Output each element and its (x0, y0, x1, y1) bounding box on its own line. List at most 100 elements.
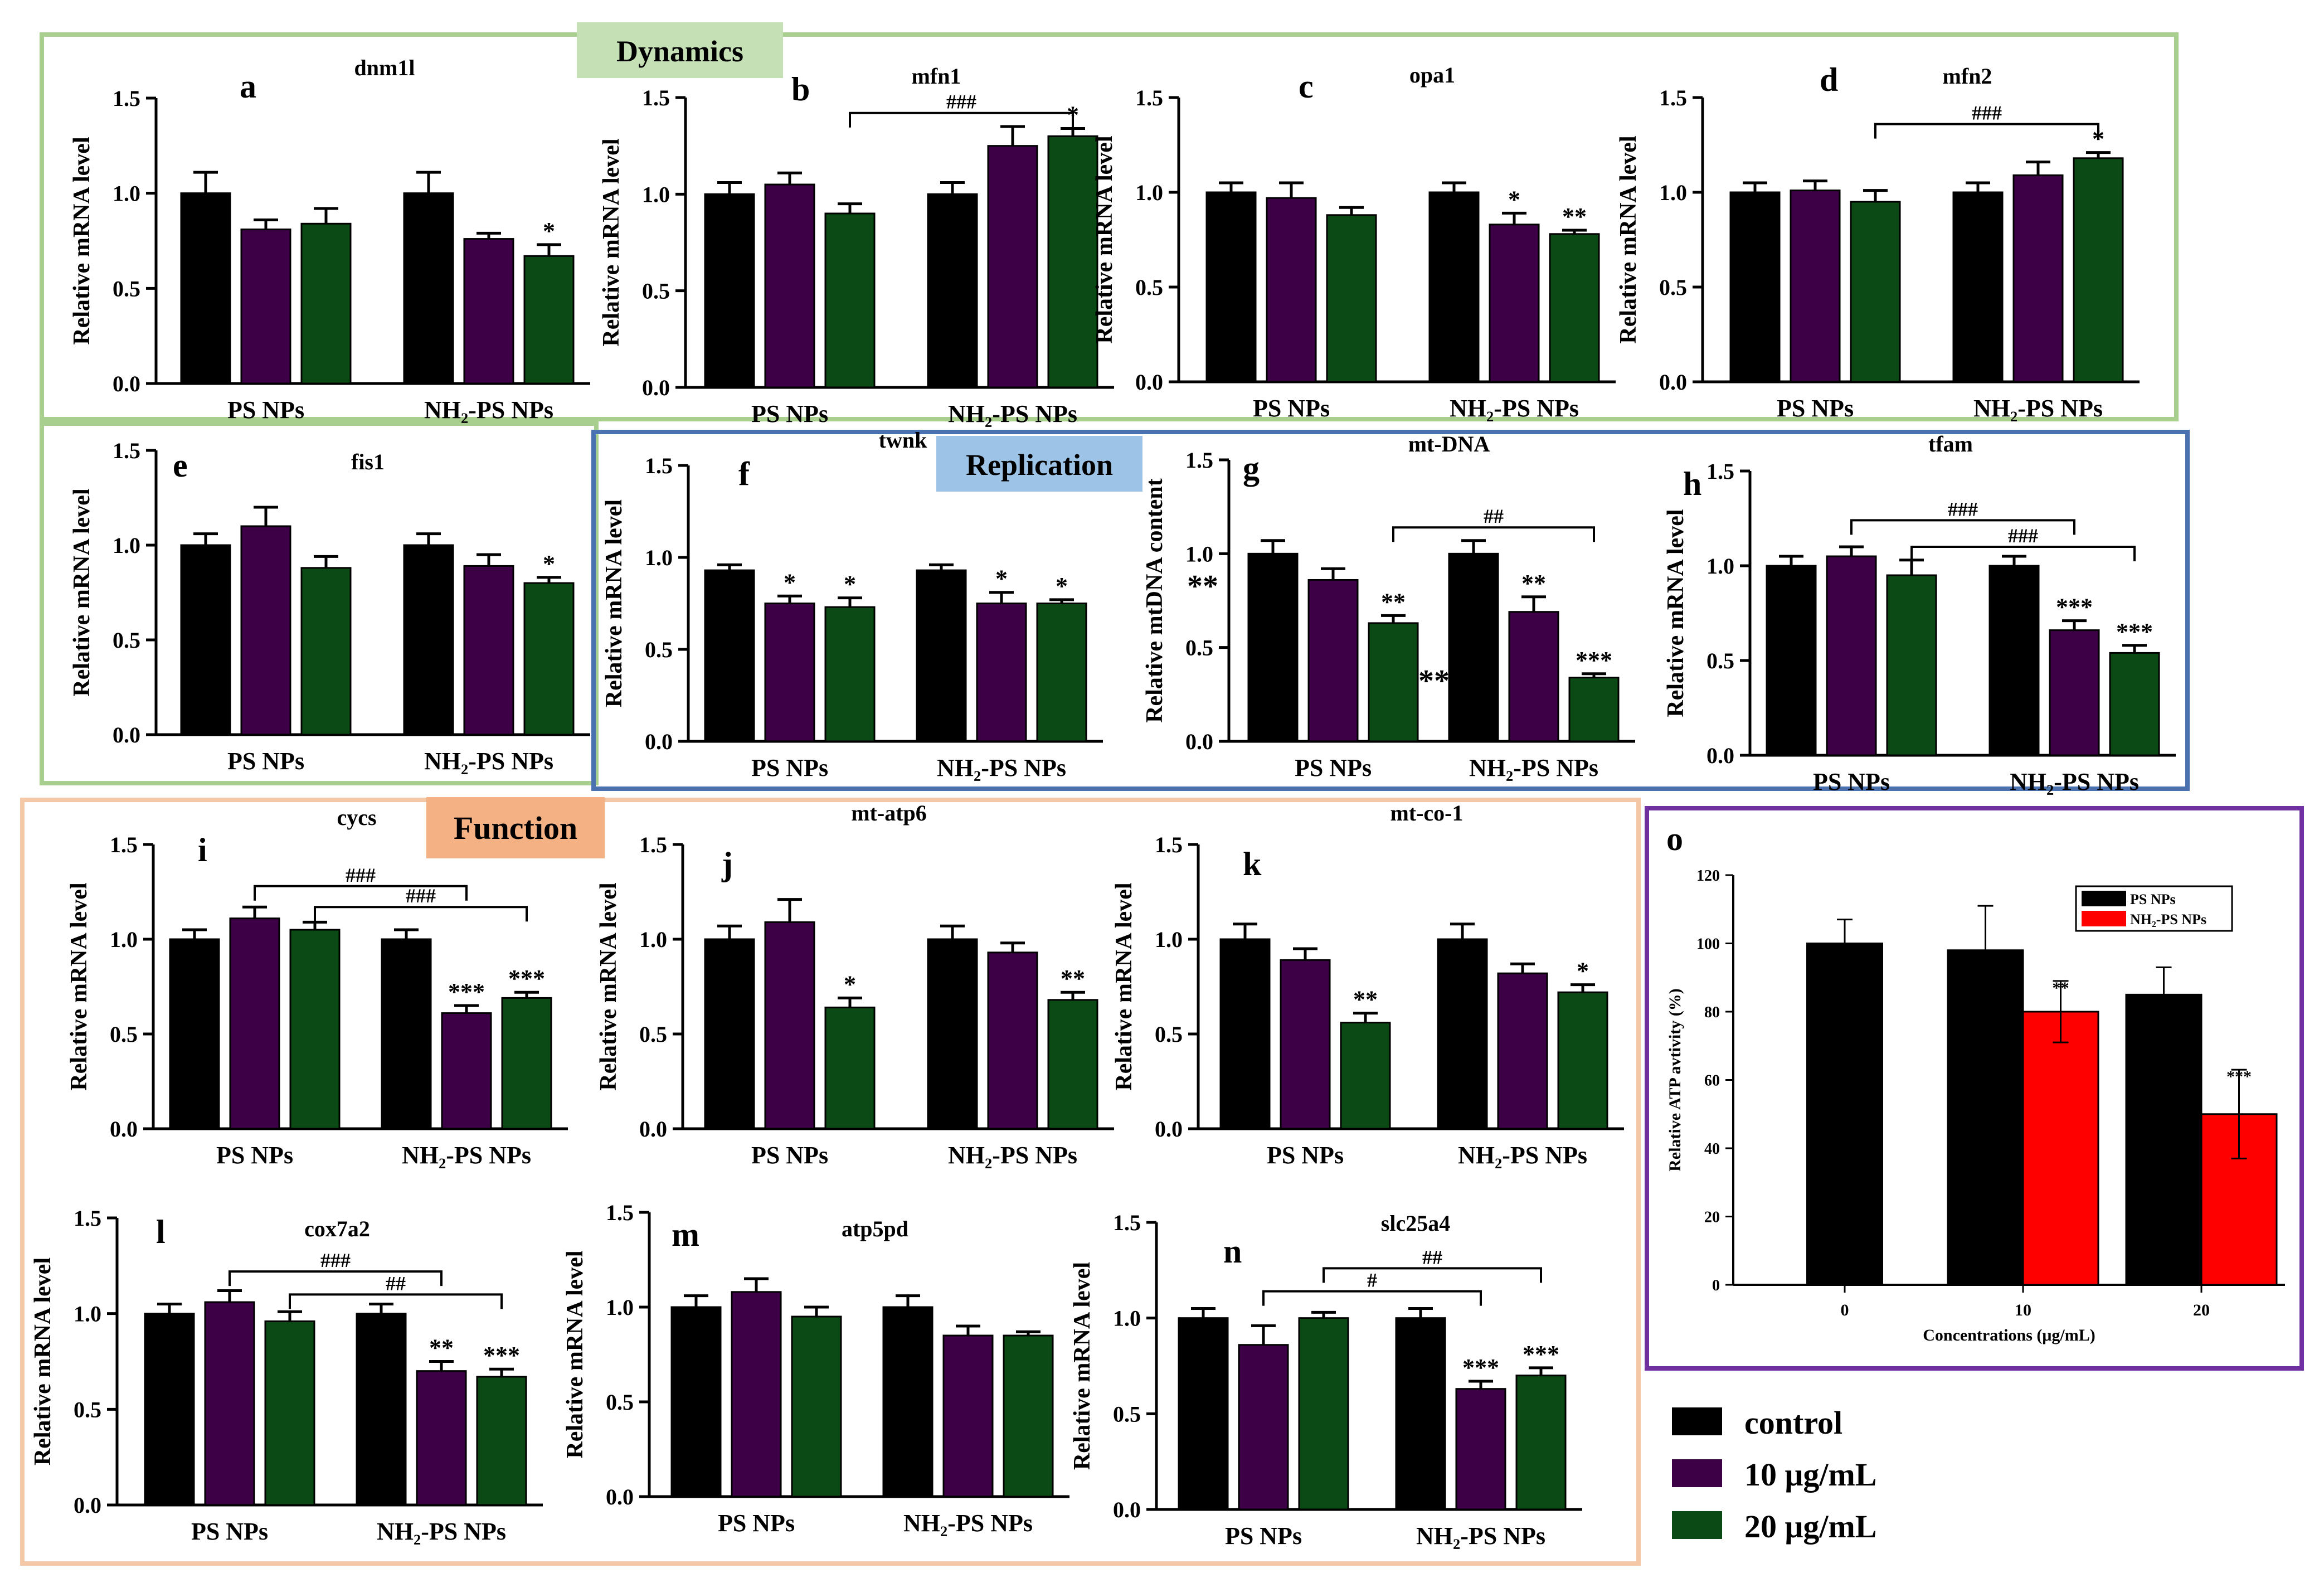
inner-legend-swatch (2082, 891, 2126, 906)
y-tick-label: 1.5 (1135, 85, 1163, 110)
side-mark: ** (1187, 569, 1218, 604)
bar (416, 1370, 467, 1506)
y-tick-label: 1.5 (110, 832, 138, 857)
significance-mark: * (1508, 186, 1520, 213)
y-axis-label: Relative ATP avtivity (%) (1666, 988, 1684, 1172)
bar (1988, 565, 2040, 756)
bar (289, 929, 341, 1130)
significance-mark: ** (1562, 203, 1587, 230)
bar (403, 544, 454, 736)
significance-mark: * (844, 970, 856, 998)
comparison-bracket (1850, 519, 2075, 535)
x-category-label: NH₂-PS NPs (2010, 768, 2139, 795)
x-category-label: NH₂-PS NPs (1973, 395, 2103, 422)
inner-legend-swatch (2082, 911, 2126, 926)
y-tick-label: 1.0 (1185, 541, 1213, 566)
bar (1036, 603, 1087, 742)
y-tick-label: 0.5 (74, 1397, 101, 1422)
y-tick-label: 1.5 (1113, 1210, 1141, 1235)
function-label-box (426, 797, 605, 858)
x-category-label: PS NPs (751, 1142, 828, 1169)
bar (1003, 1334, 1054, 1498)
y-tick-label: 0.0 (74, 1493, 101, 1518)
y-tick-label: 0 (1712, 1277, 1720, 1294)
bar (1437, 938, 1488, 1130)
panel-letter: e (173, 447, 188, 484)
significance-mark: * (1056, 572, 1068, 600)
bar (942, 1334, 994, 1498)
chart-m: 0.0 0.5 1.0 1.5 Relative mRNA level atp5pd m PS… (562, 1200, 1069, 1537)
bracket-label: ### (346, 864, 376, 886)
y-tick-label: 1.0 (1659, 180, 1687, 205)
bar (764, 921, 815, 1130)
bar (2109, 652, 2160, 756)
y-tick-label: 1.0 (639, 927, 667, 952)
bar (1428, 191, 1480, 383)
replication-label-box (936, 436, 1142, 492)
bar (240, 525, 291, 736)
panel-letter: o (1666, 820, 1683, 857)
bar (2022, 1011, 2099, 1286)
bar (229, 917, 280, 1130)
y-tick-label: 0.5 (113, 276, 140, 301)
y-tick-label: 0.5 (642, 279, 670, 304)
y-axis-label: Relative mRNA level (562, 1250, 588, 1458)
y-tick-label: 0.5 (1706, 648, 1734, 673)
significance-mark: * (1577, 958, 1589, 985)
panel-letter: f (738, 455, 750, 492)
bar (144, 1313, 195, 1506)
x-category-label: PS NPs (1777, 395, 1854, 422)
legend-label-10: 10 μg/mL (1744, 1456, 1877, 1493)
bar (441, 1012, 492, 1130)
chart-title: fis1 (351, 449, 385, 474)
y-tick-label: 0.0 (1113, 1497, 1141, 1522)
y-tick-label: 60 (1704, 1072, 1720, 1090)
bracket-label: ## (386, 1272, 406, 1294)
y-tick-label: 0.0 (113, 722, 140, 747)
bar (1047, 999, 1098, 1130)
chart-title: dnm1l (354, 55, 415, 80)
bar (2125, 993, 2203, 1286)
bar (356, 1313, 407, 1506)
y-tick-label: 1.5 (642, 85, 670, 110)
legend-swatch-10 (1672, 1459, 1722, 1487)
bracket-label: ## (1484, 505, 1504, 527)
y-tick-label: 0.0 (642, 375, 670, 400)
y-tick-label: 0.5 (1135, 275, 1163, 300)
chart-title: opa1 (1409, 62, 1455, 88)
y-tick-label: 1.0 (1135, 180, 1163, 205)
bar (1395, 1317, 1446, 1511)
chart-title: twnk (879, 428, 927, 453)
bar (916, 569, 967, 742)
bar (1448, 552, 1499, 742)
chart-c: 0.0 0.5 1.0 1.5 Relative mRNA level opa1 c PS N… (1092, 62, 1616, 422)
significance-mark: * (543, 217, 555, 245)
y-axis-label: Relative mRNA level (596, 882, 621, 1090)
y-tick-label: 0.0 (1706, 743, 1734, 768)
y-tick-label: 0.5 (606, 1390, 634, 1415)
panel-letter: b (791, 71, 810, 108)
bar (824, 212, 876, 389)
chart-title: slc25a4 (1381, 1211, 1450, 1236)
y-tick-label: 1.5 (645, 453, 673, 478)
y-axis-label: Relative mRNA level (599, 138, 624, 346)
significance-mark: ** (429, 1334, 454, 1362)
bar (1497, 972, 1548, 1130)
bar (2073, 157, 2124, 383)
bar (1729, 191, 1781, 383)
x-category-label: 0 (1841, 1301, 1849, 1319)
bar (1766, 565, 1817, 756)
x-category-label: PS NPs (1267, 1142, 1344, 1169)
y-tick-label: 0.5 (113, 628, 140, 653)
bar (987, 145, 1038, 389)
bar (523, 582, 575, 736)
bracket-label: ### (320, 1249, 351, 1271)
significance-mark: *** (508, 965, 545, 992)
significance-mark: ** (1381, 588, 1406, 615)
side-mark: ** (1418, 664, 1450, 698)
bar (1568, 677, 1620, 742)
bar (381, 938, 432, 1130)
y-axis-label: Relative mRNA level (30, 1257, 56, 1465)
x-category-label: NH₂-PS NPs (1450, 395, 1579, 422)
x-category-label: PS NPs (1225, 1522, 1302, 1550)
